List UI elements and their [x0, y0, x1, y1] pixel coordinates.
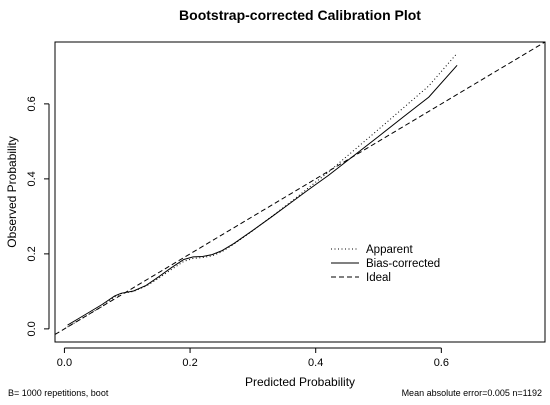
- y-tick-label: 0.0: [26, 321, 38, 336]
- x-tick-label: 0.4: [308, 357, 323, 369]
- y-axis-label: Observed Probability: [5, 136, 19, 247]
- x-tick-label: 0.2: [182, 357, 197, 369]
- legend-label-bias-corrected: Bias-corrected: [366, 258, 440, 270]
- y-tick-label: 0.4: [26, 171, 38, 186]
- series-line-apparent: [67, 52, 458, 328]
- y-tick-label: 0.6: [26, 96, 38, 111]
- y-axis: 0.0 0.2 0.4 0.6: [26, 96, 50, 337]
- footer-error-summary: Mean absolute error=0.005 n=1192: [401, 388, 542, 398]
- legend-label-apparent: Apparent: [366, 244, 413, 256]
- series-line-ideal: [55, 42, 545, 335]
- x-tick-label: 0.6: [434, 357, 449, 369]
- legend: Apparent Bias-corrected Ideal: [331, 244, 440, 284]
- series-line-bias-corrected: [67, 64, 458, 326]
- legend-label-ideal: Ideal: [366, 272, 391, 284]
- footer-repetitions: B= 1000 repetitions, boot: [8, 388, 109, 398]
- x-axis-label: Predicted Probability: [245, 375, 355, 389]
- chart-title: Bootstrap-corrected Calibration Plot: [179, 7, 421, 23]
- plot-frame: [54, 41, 546, 343]
- x-axis: 0.0 0.2 0.4 0.6: [57, 347, 449, 369]
- series-layer: [55, 42, 545, 335]
- y-tick-label: 0.2: [26, 246, 38, 261]
- x-tick-label: 0.0: [57, 357, 72, 369]
